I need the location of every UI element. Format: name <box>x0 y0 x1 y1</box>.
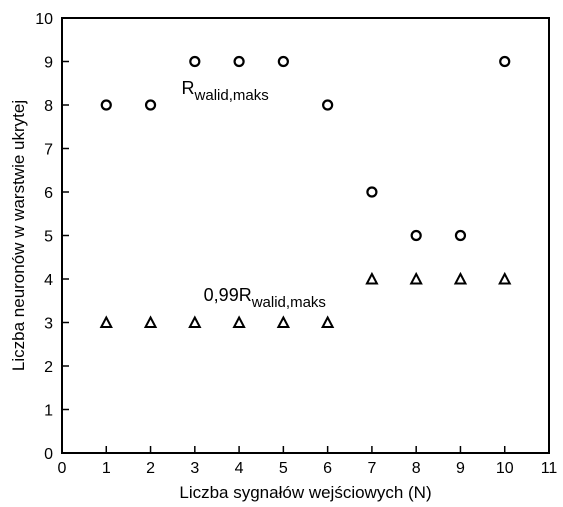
x-tick-label: 9 <box>456 460 465 477</box>
data-points <box>99 55 512 328</box>
annotation-label: 0,99Rwalid,maks <box>204 285 326 311</box>
circle-marker <box>144 99 157 111</box>
circle-marker <box>410 229 422 242</box>
x-tick-label: 11 <box>541 460 558 477</box>
triangle-marker <box>320 315 335 328</box>
x-tick-label: 7 <box>367 460 376 477</box>
ticks: 0 1 2 3 4 5 6 7 8 9 10 11 0 1 2 3 4 5 6 7 8 9 10 <box>35 11 557 477</box>
circle-marker <box>499 55 511 68</box>
y-tick-label: 3 <box>44 316 53 333</box>
circle-marker <box>189 55 201 68</box>
y-tick-label: 8 <box>44 98 53 115</box>
circle-marker <box>277 55 289 68</box>
y-tick-label: 2 <box>44 359 53 376</box>
y-tick-label: 9 <box>44 55 53 72</box>
annotations: Rwalid,maks 0,99Rwalid,maks <box>182 78 326 311</box>
x-tick-label: 2 <box>146 460 155 477</box>
x-tick-label: 8 <box>412 460 421 477</box>
annotation-label: Rwalid,maks <box>182 78 269 104</box>
circle-marker <box>233 55 245 68</box>
triangle-marker <box>188 315 202 328</box>
circle-marker <box>322 99 334 111</box>
triangle-marker <box>99 315 113 328</box>
x-tick-label: 3 <box>190 460 199 477</box>
x-tick-label: 1 <box>102 460 111 477</box>
axes <box>61 17 550 454</box>
x-tick-label: 10 <box>496 460 514 477</box>
circle-marker <box>366 186 378 198</box>
circle-marker <box>454 229 467 242</box>
x-tick-label: 4 <box>235 460 244 477</box>
triangle-marker <box>498 271 512 285</box>
y-tick-label: 7 <box>44 142 53 159</box>
triangle-marker <box>143 315 158 328</box>
y-tick-label: 0 <box>44 446 53 463</box>
x-tick-label: 5 <box>279 460 288 477</box>
y-tick-label: 10 <box>35 11 53 28</box>
triangle-marker <box>232 315 246 328</box>
x-tick-label: 0 <box>58 460 67 477</box>
triangle-marker <box>453 271 468 285</box>
triangle-marker <box>365 271 379 285</box>
y-tick-label: 5 <box>44 229 53 246</box>
triangle-marker <box>276 315 291 328</box>
triangle-marker <box>409 271 423 285</box>
y-axis-title: Liczba neuronów w warstwie ukrytej <box>9 100 28 371</box>
y-tick-label: 6 <box>44 185 53 202</box>
x-axis-title: Liczba sygnałów wejściowych (N) <box>179 483 431 502</box>
y-tick-label: 4 <box>44 272 53 289</box>
x-tick-label: 6 <box>323 460 332 477</box>
circle-marker <box>100 99 112 111</box>
plot-frame <box>61 17 550 454</box>
y-tick-label: 1 <box>44 403 53 420</box>
